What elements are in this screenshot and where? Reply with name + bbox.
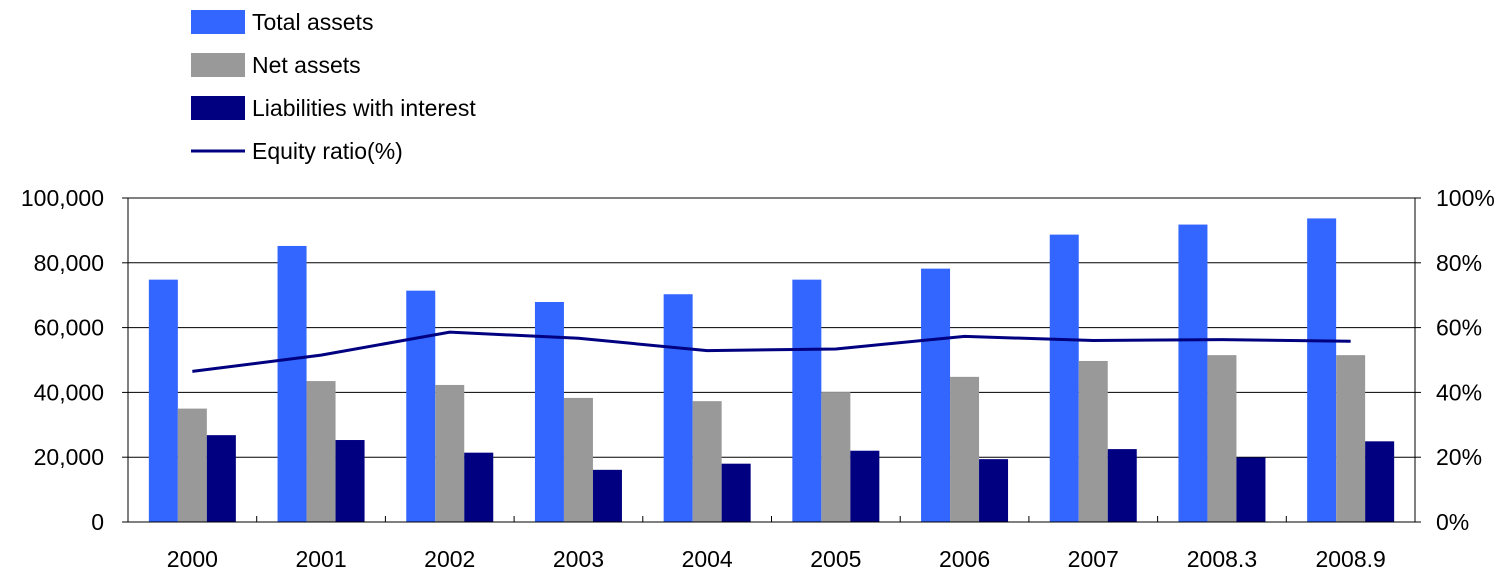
bar <box>148 279 178 522</box>
bar <box>663 294 693 522</box>
y-right-tick-label: 80% <box>1436 250 1482 276</box>
bar <box>177 408 207 522</box>
y-left-tick-label: 100,000 <box>21 185 104 211</box>
bar <box>921 268 951 522</box>
bar <box>277 245 307 522</box>
bar <box>979 459 1009 522</box>
legend-label: Liabilities with interest <box>252 95 476 121</box>
y-left-tick-label: 60,000 <box>34 315 104 341</box>
y-left-tick-label: 0 <box>91 509 104 535</box>
x-tick-label: 2005 <box>810 546 861 572</box>
bar <box>1049 234 1079 522</box>
bar <box>950 376 980 522</box>
x-tick-label: 2003 <box>553 546 604 572</box>
bar <box>850 450 880 522</box>
y-right-tick-label: 40% <box>1436 379 1482 405</box>
bar <box>206 435 236 522</box>
x-tick-label: 2002 <box>424 546 475 572</box>
x-tick-label: 2008.9 <box>1315 546 1385 572</box>
y-left-tick-label: 80,000 <box>34 250 104 276</box>
legend-label: Equity ratio(%) <box>252 138 403 164</box>
y-right-tick-label: 60% <box>1436 315 1482 341</box>
bar <box>1107 449 1137 522</box>
x-tick-label: 2000 <box>167 546 218 572</box>
legend-swatch <box>191 10 245 34</box>
bar <box>1365 441 1395 522</box>
bar <box>464 452 494 522</box>
x-tick-label: 2007 <box>1068 546 1119 572</box>
bar <box>1078 360 1108 522</box>
bar <box>821 392 851 522</box>
y-left-tick-label: 20,000 <box>34 444 104 470</box>
bar <box>1336 355 1366 522</box>
bar <box>306 381 336 522</box>
bar <box>1207 355 1237 522</box>
bar <box>592 469 622 522</box>
legend-label: Net assets <box>252 52 361 78</box>
bar <box>1307 218 1337 523</box>
x-tick-label: 2006 <box>939 546 990 572</box>
bar <box>792 279 822 522</box>
y-right-tick-label: 20% <box>1436 444 1482 470</box>
legend-swatch <box>191 53 245 77</box>
legend-swatch <box>191 96 245 120</box>
bar <box>335 440 365 522</box>
y-right-tick-label: 100% <box>1436 185 1495 211</box>
x-tick-label: 2001 <box>295 546 346 572</box>
y-right-tick-label: 0% <box>1436 509 1469 535</box>
x-tick-label: 2008.3 <box>1187 546 1257 572</box>
bar <box>721 463 751 522</box>
bar <box>1236 457 1266 522</box>
bar <box>406 290 436 522</box>
legend-label: Total assets <box>252 9 373 35</box>
equity-ratio-line <box>192 330 1351 373</box>
bar <box>1178 224 1208 522</box>
bar <box>435 384 465 522</box>
bar <box>692 401 722 522</box>
x-tick-label: 2004 <box>682 546 733 572</box>
bar <box>563 397 593 522</box>
y-left-tick-label: 40,000 <box>34 379 104 405</box>
